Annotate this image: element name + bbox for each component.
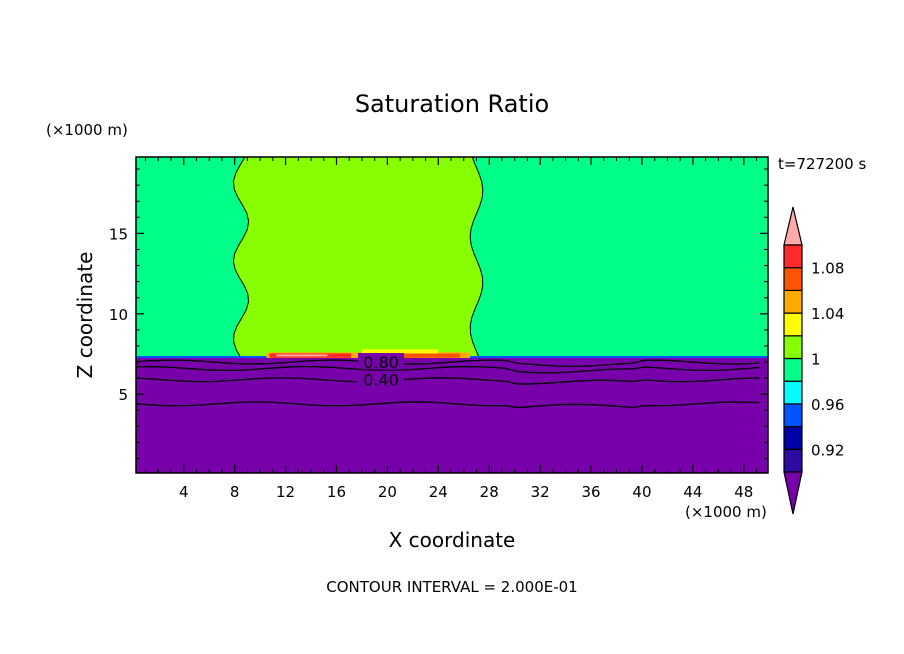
- colorbar-tick-label: 1: [811, 351, 821, 369]
- y-tick-label: 5: [118, 386, 128, 404]
- x-tick-label: 4: [179, 483, 189, 501]
- colorbar-swatch: [783, 380, 803, 405]
- contour-line: [135, 359, 760, 368]
- x-units-label: (×1000 m): [685, 503, 767, 521]
- y-axis-label: Z coordinate: [73, 252, 97, 379]
- chart-title: Saturation Ratio: [355, 90, 549, 118]
- colorbar-tick-label: 0.96: [811, 396, 844, 414]
- x-tick-label: 44: [683, 483, 702, 501]
- x-tick-label: 8: [230, 483, 240, 501]
- colorbar-under-triangle: [783, 471, 803, 515]
- time-label: t=727200 s: [778, 155, 866, 173]
- contour-line: [135, 401, 760, 409]
- x-tick-label: 20: [378, 483, 397, 501]
- plot-frame: [135, 156, 769, 474]
- colorbar-swatch: [783, 426, 803, 450]
- x-tick-label: 12: [276, 483, 295, 501]
- colorbar-swatch: [783, 289, 803, 314]
- y-units-label: (×1000 m): [46, 121, 128, 139]
- colorbar-swatch: [783, 335, 803, 360]
- colorbar-swatch: [783, 312, 803, 337]
- region-strip-pink: [276, 354, 328, 357]
- colorbar-swatch: [783, 448, 803, 473]
- y-tick-label: 10: [109, 306, 128, 324]
- x-tick-label: 24: [429, 483, 448, 501]
- contour-label: 0.40: [363, 371, 399, 390]
- colorbar-swatch: [783, 403, 803, 428]
- contour-line: [135, 365, 760, 374]
- region-dry-layer: [136, 358, 768, 473]
- x-axis-label: X coordinate: [389, 528, 516, 552]
- colorbar-swatch: [783, 244, 803, 269]
- colorbar-over-triangle: [783, 206, 803, 246]
- x-tick-label: 32: [531, 483, 550, 501]
- x-tick-label: 28: [480, 483, 499, 501]
- x-tick-label: 48: [734, 483, 753, 501]
- colorbar-swatch: [783, 357, 803, 382]
- x-tick-label: 16: [327, 483, 346, 501]
- region-strip-yellow: [361, 349, 439, 354]
- x-tick-label: 36: [582, 483, 601, 501]
- colorbar-swatch: [783, 267, 803, 292]
- colorbar-tick-label: 0.92: [811, 441, 844, 459]
- colorbar-tick-label: 1.08: [811, 260, 844, 278]
- region-moist-column: [232, 156, 484, 359]
- contour-label-bg: [358, 370, 405, 387]
- y-tick-label: 15: [109, 225, 128, 243]
- contour-label-bg: [358, 353, 405, 370]
- contour-label: 0.80: [363, 353, 399, 372]
- x-tick-label: 40: [632, 483, 651, 501]
- contour-line: [135, 377, 760, 385]
- colorbar-tick-label: 1.04: [811, 305, 844, 323]
- contour-interval-footer: CONTOUR INTERVAL = 2.000E-01: [326, 578, 577, 596]
- region-strip-red2: [378, 353, 460, 358]
